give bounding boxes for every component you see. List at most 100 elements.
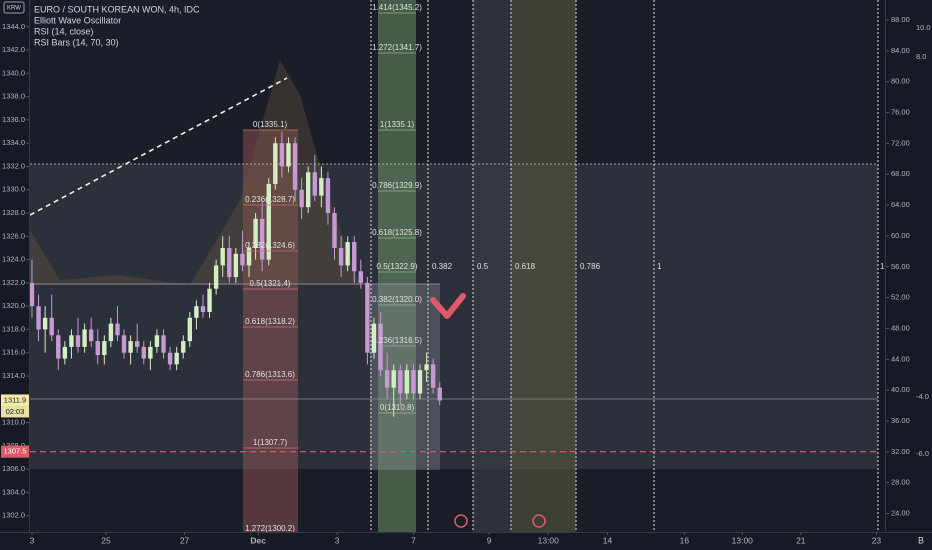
candle-body: [358, 271, 364, 283]
left-axis: [0, 0, 29, 532]
y2-tick-label: 88.00: [891, 15, 910, 24]
candle-body: [167, 352, 173, 365]
y2-tick-label: 28.00: [891, 478, 910, 487]
candle-body: [135, 341, 140, 347]
candle-body: [200, 306, 206, 312]
x-tick-label: Dec: [250, 535, 266, 545]
candle-body: [352, 242, 357, 272]
candle-body: [299, 189, 304, 208]
y-tick-label: 1338.0: [2, 92, 25, 101]
candle-body: [102, 341, 107, 356]
currency-badge-text: KRW: [7, 6, 21, 12]
candle-body: [259, 218, 265, 260]
fib-label: 0.618(1318.2): [245, 317, 295, 326]
alert-price-tag: [1, 445, 29, 458]
time-fib-label: 0.382: [432, 262, 453, 271]
right-axis: [886, 0, 932, 550]
y-tick-label: 1342.0: [2, 45, 25, 54]
candle-body: [279, 143, 285, 167]
y2-tick-label: 32.00: [891, 447, 910, 456]
x-tick-label: 9: [487, 535, 492, 545]
fib-label: 0(1310.8): [380, 403, 415, 412]
time-fib-label: 0.786: [580, 262, 601, 271]
event-icon: [454, 514, 468, 528]
fib-box-right: [378, 0, 416, 532]
y-tick-label: 1340.0: [2, 68, 25, 77]
candle-body: [384, 370, 390, 388]
alert-price-label: 1307.5: [4, 447, 27, 456]
check-mark: [430, 293, 466, 319]
y-tick-label: 1302.0: [2, 511, 25, 520]
time-zone: [473, 0, 511, 532]
candle-body: [417, 370, 423, 394]
last-price-tag: [1, 394, 29, 407]
fib-label: 0.618(1325.8): [372, 228, 422, 237]
candle-body: [82, 329, 87, 347]
y-tick-label: 1324.0: [2, 255, 25, 264]
y-tick-label: 1318.0: [2, 324, 25, 333]
candle-body: [187, 317, 193, 342]
trend-line: [29, 77, 288, 216]
time-fib-label: 1: [880, 262, 885, 271]
candle-body: [115, 323, 120, 336]
candle-body: [286, 143, 291, 167]
time-fib-label: 1: [657, 262, 662, 271]
event-icon: [532, 514, 546, 528]
candle-body: [365, 282, 370, 353]
y-tick-label: 1328.0: [2, 208, 25, 217]
candle-body: [174, 352, 179, 365]
candle-body: [312, 172, 317, 196]
range-band: [30, 164, 878, 469]
candle-body: [306, 172, 311, 208]
candle-body: [325, 178, 331, 214]
candle-body: [391, 370, 396, 388]
candle-body: [424, 364, 429, 371]
candle-body: [128, 341, 133, 353]
candle-body: [233, 253, 239, 278]
fib-label: 1.414(1345.2): [372, 3, 422, 12]
last-price-label: 1311.9: [4, 395, 26, 404]
candle-body: [345, 242, 350, 266]
y2-tick-label: 76.00: [891, 108, 910, 117]
candle-body: [378, 323, 383, 371]
candle-body: [220, 247, 225, 266]
candle-body: [411, 370, 416, 394]
x-tick-label: 16: [680, 535, 690, 545]
x-tick-label: 25: [101, 535, 111, 545]
indicator-label: RSI Bars (14, 70, 30): [34, 37, 119, 47]
fib-label: 0(1335.1): [253, 120, 288, 129]
candle-body: [36, 306, 41, 330]
y-tick-label: 1310.0: [2, 418, 25, 427]
candle-body: [292, 143, 298, 190]
y-tick-label: 1322.0: [2, 278, 25, 287]
candle-body: [338, 247, 344, 266]
x-tick-label: 14: [603, 535, 613, 545]
candle-body: [69, 335, 74, 347]
x-tick-label: 3: [335, 535, 340, 545]
fib-label: 1.272(1300.2): [245, 524, 295, 533]
y-tick-label: 1304.0: [2, 487, 25, 496]
y-tick-label: 1332.0: [2, 161, 25, 170]
x-tick-label: 13:00: [732, 535, 754, 545]
candle-body: [430, 364, 436, 388]
candle-body: [273, 143, 278, 184]
y2-tick-label: 24.00: [891, 508, 910, 517]
candle-body: [121, 335, 127, 353]
candle-body: [56, 335, 61, 359]
candle-body: [49, 317, 54, 336]
time-fib-label: 0.5: [477, 262, 489, 271]
candle-body: [154, 335, 160, 347]
y2-tick-label: 60.00: [891, 231, 910, 240]
candle-body: [95, 341, 100, 356]
y2-tick-label: 40.00: [891, 385, 910, 394]
scale-button[interactable]: B: [918, 535, 924, 545]
candle-body: [42, 317, 48, 330]
candle-body: [240, 253, 245, 266]
fib-label: 0.382(1324.6): [245, 241, 295, 250]
y-tick-label: 1314.0: [2, 371, 25, 380]
candle-body: [108, 323, 114, 342]
candle-body: [213, 265, 219, 289]
x-tick-label: 13:00: [538, 535, 560, 545]
candle-body: [253, 218, 258, 248]
